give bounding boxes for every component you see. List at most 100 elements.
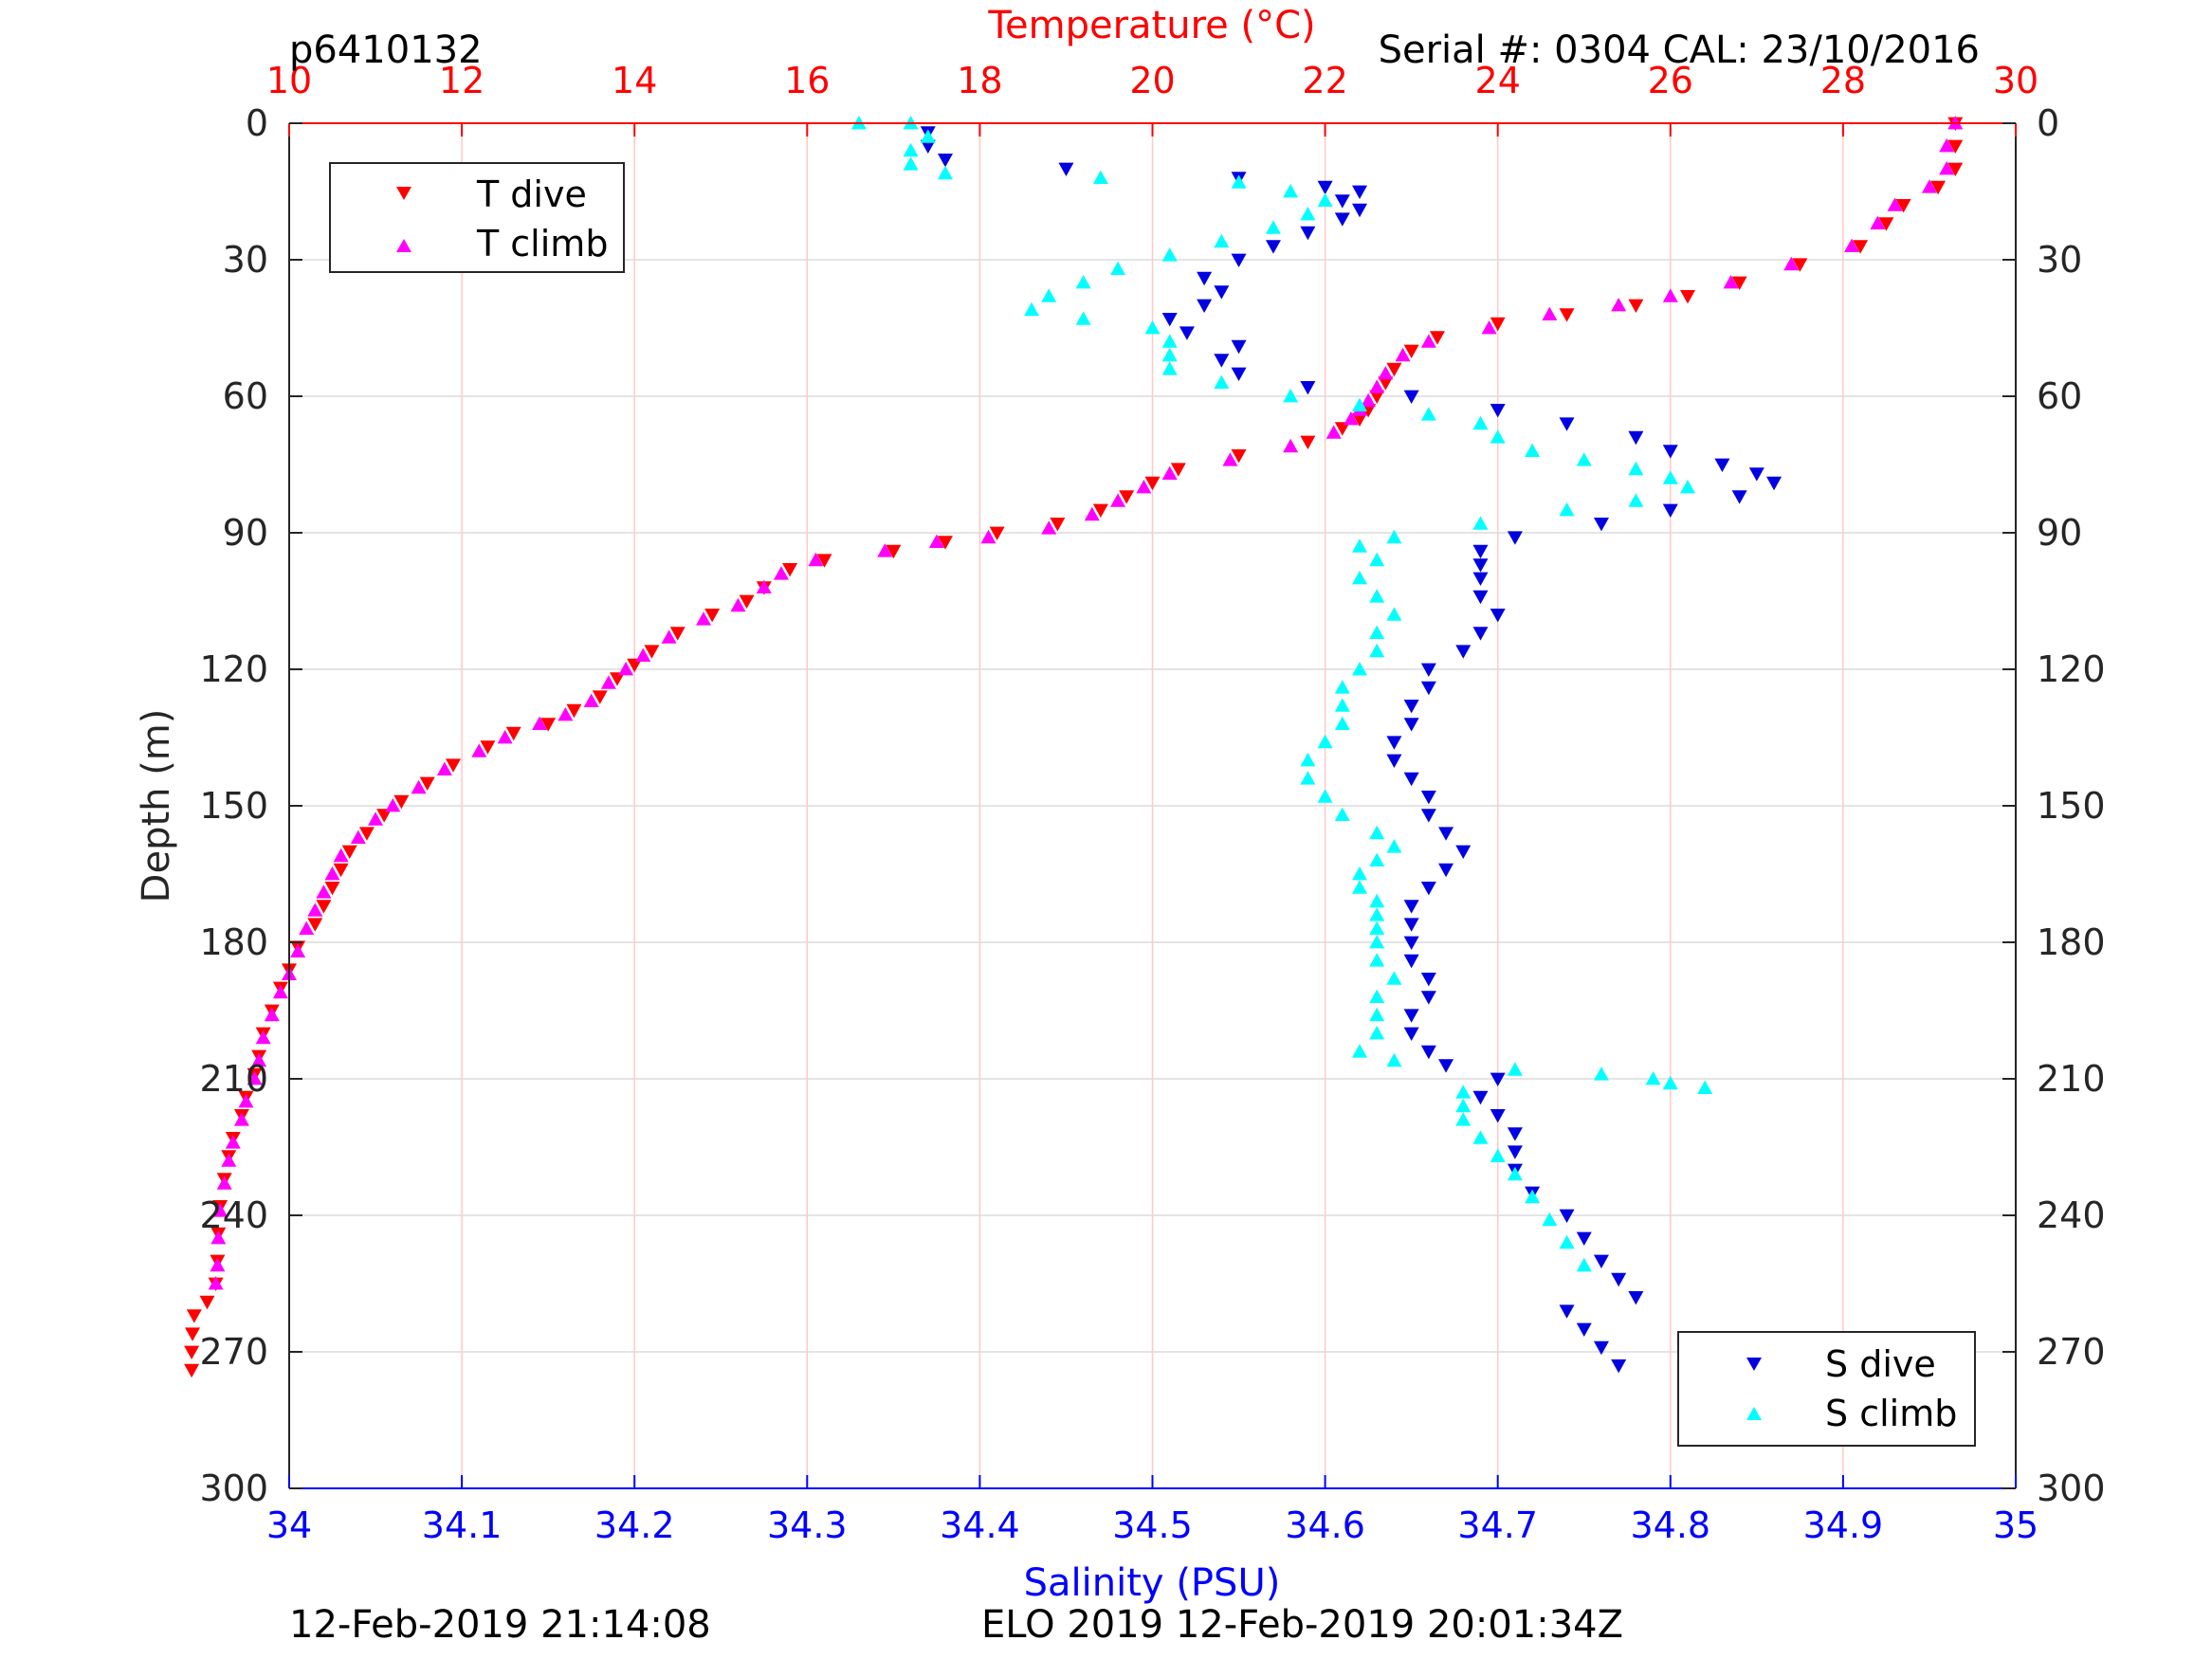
data-point bbox=[436, 761, 452, 775]
data-point bbox=[341, 845, 357, 859]
data-point bbox=[1325, 425, 1342, 439]
data-point bbox=[324, 882, 340, 896]
data-point bbox=[1300, 207, 1316, 221]
data-point bbox=[1490, 429, 1506, 444]
data-point bbox=[1576, 452, 1592, 466]
data-point bbox=[1490, 317, 1506, 332]
data-point bbox=[1369, 1026, 1385, 1040]
data-point bbox=[928, 534, 944, 548]
data-point bbox=[299, 921, 315, 935]
data-point bbox=[1369, 643, 1385, 658]
right-axis-tick-label: 300 bbox=[2037, 1468, 2106, 1509]
data-point bbox=[251, 1052, 267, 1067]
data-point bbox=[1058, 162, 1074, 176]
data-point bbox=[1403, 718, 1419, 732]
data-point bbox=[1455, 1098, 1472, 1113]
right-axis-tick-label: 120 bbox=[2037, 648, 2106, 690]
data-point bbox=[210, 1257, 226, 1272]
data-point bbox=[272, 984, 288, 999]
data-point bbox=[1231, 367, 1247, 381]
data-point bbox=[1628, 461, 1644, 476]
data-point bbox=[1559, 417, 1575, 431]
data-point bbox=[307, 902, 323, 917]
bottom-axis-tick-label: 34.5 bbox=[1112, 1504, 1193, 1546]
data-point bbox=[886, 544, 902, 559]
data-point bbox=[393, 794, 410, 810]
data-point bbox=[358, 827, 375, 841]
data-point bbox=[877, 543, 893, 557]
data-point bbox=[1472, 415, 1489, 430]
data-point bbox=[1334, 680, 1350, 694]
data-point bbox=[1559, 1209, 1575, 1223]
top-axis-tick-label: 10 bbox=[266, 60, 312, 101]
s-climb-legend-marker bbox=[1746, 1407, 1762, 1420]
top-axis-tick-label: 26 bbox=[1648, 60, 1693, 101]
bottom-axis-tick-label: 34.6 bbox=[1285, 1504, 1365, 1546]
data-point bbox=[1870, 215, 1886, 229]
bottom-axis-tick-label: 34 bbox=[266, 1504, 312, 1546]
data-point bbox=[773, 566, 789, 580]
data-point bbox=[1490, 1148, 1506, 1162]
data-point bbox=[1662, 470, 1678, 484]
data-point bbox=[1792, 258, 1808, 272]
top-axis-tick-label: 12 bbox=[439, 60, 484, 101]
data-point bbox=[1420, 1045, 1436, 1060]
data-point bbox=[1490, 1072, 1506, 1086]
data-point bbox=[1472, 590, 1489, 605]
data-point bbox=[920, 129, 936, 143]
data-point bbox=[1386, 736, 1402, 750]
data-point bbox=[307, 918, 323, 932]
data-point bbox=[1490, 609, 1506, 623]
data-point bbox=[184, 1345, 200, 1359]
data-point bbox=[1369, 390, 1385, 404]
data-point bbox=[1050, 518, 1066, 532]
data-point bbox=[1136, 480, 1152, 494]
data-point bbox=[1472, 1130, 1489, 1144]
data-point bbox=[1300, 226, 1316, 241]
bottom-axis-title: Salinity (PSU) bbox=[1024, 1561, 1281, 1605]
axes-layer: 10 12 14 16 18 20 22 24 26 28 30 34 34.1 34.2 34.3 34.4… bbox=[199, 60, 2105, 1546]
data-point bbox=[1352, 662, 1368, 676]
data-point bbox=[1887, 197, 1903, 211]
top-axis-tick-label: 14 bbox=[612, 60, 657, 101]
top-axis-title: Temperature (°C) bbox=[987, 4, 1315, 47]
right-axis-tick-label: 210 bbox=[2037, 1058, 2106, 1100]
data-point bbox=[199, 1295, 215, 1310]
left-axis-tick-label: 0 bbox=[246, 102, 268, 144]
data-point bbox=[1662, 503, 1678, 518]
profile-id-label: p6410132 bbox=[289, 28, 483, 72]
top-axis-tick-label: 30 bbox=[1993, 60, 2038, 101]
data-point bbox=[1084, 506, 1100, 521]
data-point bbox=[1472, 558, 1489, 573]
data-point bbox=[1075, 275, 1091, 289]
data-point bbox=[1300, 381, 1316, 395]
data-point bbox=[208, 1276, 224, 1290]
data-point bbox=[1731, 276, 1747, 290]
data-point bbox=[1766, 476, 1782, 491]
data-point bbox=[1697, 1080, 1713, 1094]
data-point bbox=[1378, 366, 1394, 380]
right-axis-tick-label: 270 bbox=[2037, 1331, 2106, 1373]
data-point bbox=[216, 1176, 232, 1190]
data-point bbox=[1352, 185, 1368, 199]
left-axis-tick-label: 150 bbox=[199, 785, 268, 827]
data-point bbox=[1939, 138, 1955, 153]
data-point bbox=[600, 675, 616, 689]
data-point bbox=[1895, 199, 1911, 213]
data-point bbox=[1853, 240, 1869, 254]
t-dive-legend-label: T dive bbox=[476, 173, 587, 215]
data-point bbox=[1300, 435, 1316, 449]
bottom-axis-tick-label: 34.3 bbox=[767, 1504, 848, 1546]
data-point bbox=[1420, 334, 1436, 348]
data-point bbox=[1283, 438, 1299, 453]
data-point bbox=[1576, 1257, 1592, 1272]
data-point bbox=[1231, 449, 1247, 464]
data-point bbox=[1611, 1359, 1627, 1374]
data-point bbox=[1214, 354, 1230, 368]
data-point bbox=[696, 611, 712, 626]
data-point bbox=[1386, 1052, 1402, 1067]
bottom-axis-tick-label: 34.1 bbox=[422, 1504, 503, 1546]
data-point bbox=[980, 529, 996, 544]
data-point bbox=[1455, 845, 1472, 859]
data-point bbox=[1317, 734, 1333, 749]
